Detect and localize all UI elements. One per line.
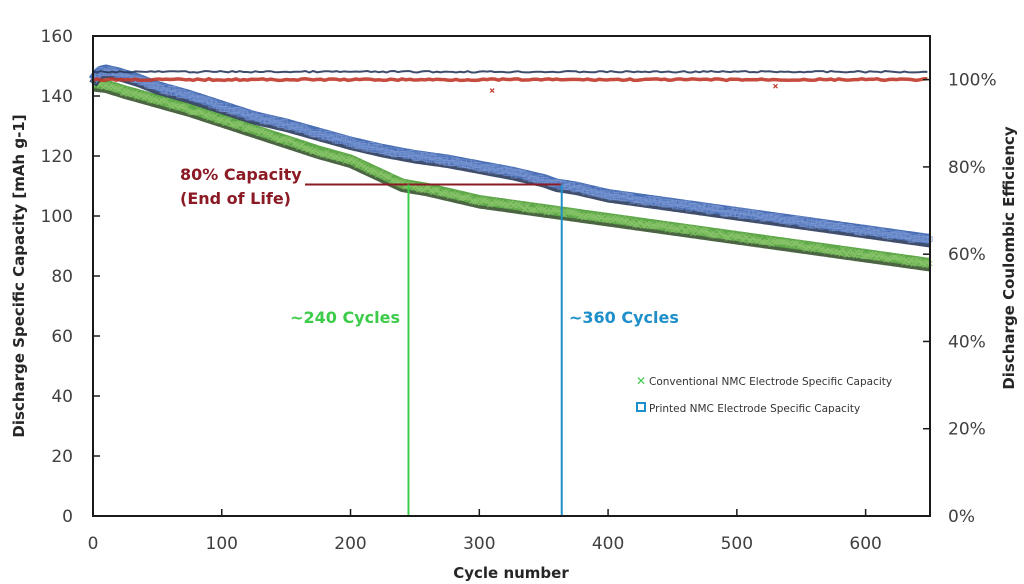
legend-marker-square-icon [636, 402, 646, 412]
y-tick-label: 0 [62, 507, 73, 527]
series-layer [88, 64, 933, 272]
x-tick-label: 300 [463, 534, 495, 554]
y-tick-label: 80 [51, 267, 73, 287]
data-point [145, 93, 152, 99]
ce-line [92, 76, 928, 83]
data-point [118, 85, 125, 91]
series-conventional-ce [92, 76, 928, 93]
data-point [361, 162, 368, 169]
data-point [594, 216, 601, 223]
x-tick-label: 600 [849, 534, 881, 554]
data-point [706, 231, 713, 238]
data-point [873, 255, 879, 261]
y-tick-label: 20 [51, 447, 73, 467]
y-tick-label: 140 [41, 87, 73, 107]
x-axis: 0 100 200 300 400 500 600 [88, 509, 882, 554]
y-tick-label: 120 [41, 147, 73, 167]
data-point [817, 246, 824, 253]
y2-tick-label: 100% [948, 71, 997, 91]
eol-label-line2: (End of Life) [180, 189, 291, 208]
y2-tick-label: 40% [948, 332, 986, 352]
data-point [912, 260, 919, 267]
data-point [217, 117, 224, 123]
data-point [119, 90, 126, 96]
data-point [663, 221, 669, 228]
data-point [902, 257, 909, 263]
data-point [739, 236, 745, 243]
data-point [785, 241, 792, 247]
y-tick-label: 160 [41, 27, 73, 47]
data-point [921, 262, 928, 269]
y-axis-left: 0 20 40 60 80 100 120 140 160 [41, 27, 100, 527]
y2-tick-label: 20% [948, 420, 986, 440]
y2-tick-label: 0% [948, 507, 975, 527]
ce-outlier-point [773, 83, 778, 89]
conventional-cycles-label: ~240 Cycles [290, 308, 400, 327]
x-axis-title: Cycle number [453, 564, 569, 582]
data-point [336, 156, 342, 163]
x-tick-label: 400 [592, 534, 624, 554]
data-point [838, 251, 845, 257]
legend-label: Printed NMC Electrode Specific Capacity [649, 403, 860, 415]
data-point [266, 132, 273, 139]
data-point [131, 90, 138, 96]
data-point [840, 247, 847, 253]
data-point [870, 251, 877, 258]
data-point [300, 141, 306, 148]
series-band [88, 64, 933, 244]
data-point [449, 191, 456, 197]
annotation-layer [305, 183, 563, 516]
data-point [427, 187, 434, 194]
data-point [352, 157, 359, 164]
x-tick-label: 100 [206, 534, 238, 554]
data-point [630, 217, 637, 224]
annotation-eol: 80% Capacity (End of Life) [180, 165, 302, 208]
data-point [484, 198, 490, 205]
y-axis-title: Discharge Specific Capacity [mAh g-1] [10, 114, 28, 437]
data-point [168, 103, 175, 110]
data-point [433, 187, 440, 194]
x-tick-label: 200 [334, 534, 366, 554]
data-point [239, 121, 246, 128]
data-point [892, 254, 899, 261]
y2-tick-label: 60% [948, 245, 986, 265]
y-tick-label: 60 [51, 327, 73, 347]
legend-item-conventional: ✕ Conventional NMC Electrode Specific Ca… [636, 374, 892, 388]
data-point [117, 85, 123, 92]
eol-label-line1: 80% Capacity [180, 165, 302, 184]
data-point [184, 104, 190, 111]
y2-axis-title: Discharge Coulombic Efficiency [1000, 126, 1018, 390]
data-point [925, 236, 932, 243]
series-printed-ce [92, 69, 928, 74]
ce-line [92, 69, 928, 74]
y2-tick-label: 80% [948, 158, 986, 178]
data-point [835, 249, 842, 256]
x-tick-label: 0 [88, 534, 99, 554]
legend-label: Conventional NMC Electrode Specific Capa… [649, 376, 892, 388]
legend-marker-x-icon: ✕ [636, 374, 646, 388]
series-conventional-capacity [90, 78, 933, 272]
printed-cycles-label: ~360 Cycles [569, 308, 679, 327]
series-printed-capacity [88, 64, 933, 248]
legend: ✕ Conventional NMC Electrode Specific Ca… [636, 374, 892, 415]
data-point [140, 91, 147, 98]
y-tick-label: 100 [41, 207, 73, 227]
data-point [220, 115, 226, 122]
legend-item-printed: Printed NMC Electrode Specific Capacity [636, 402, 860, 415]
y-axis-right: 0% 20% 40% 60% 80% 100% [923, 71, 997, 527]
data-point [476, 196, 483, 202]
ce-outlier-point [489, 88, 495, 93]
x-tick-label: 500 [721, 534, 753, 554]
y-tick-label: 40 [51, 387, 73, 407]
data-point [799, 241, 806, 247]
data-point [525, 202, 532, 209]
